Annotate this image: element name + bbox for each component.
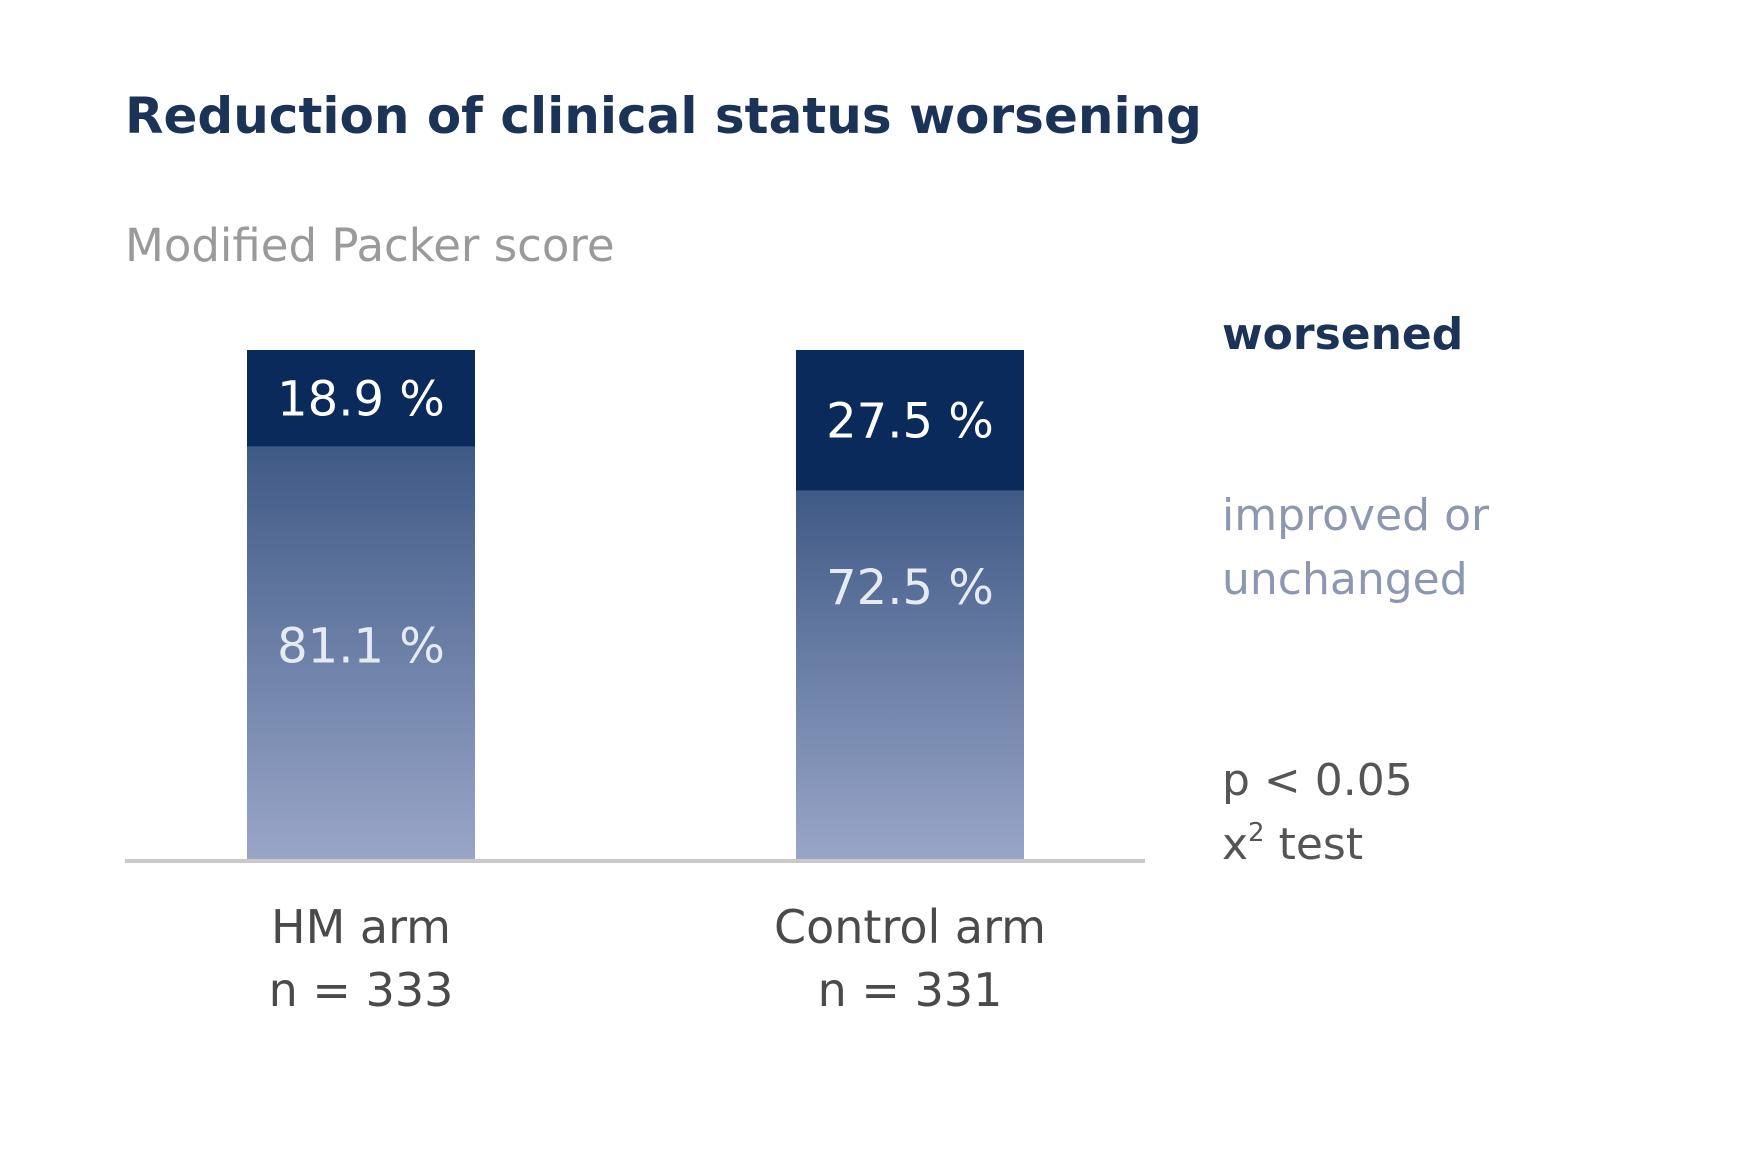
bar-worsened-1 [796,350,1024,491]
test-note: x2 test [1222,818,1363,870]
data-label-worsened-1: 27.5 % [826,393,994,449]
category-n-1: n = 331 [818,963,1003,1017]
chart-title: Reduction of clinical status worsening [125,87,1202,145]
category-n-0: n = 333 [269,963,454,1017]
data-label-improved-1: 72.5 % [826,560,994,616]
category-label-0: HM arm [271,900,451,954]
bar-improved-0 [247,446,475,861]
data-label-worsened-0: 18.9 % [277,371,445,427]
bars-group: 18.9 % 81.1 % HM arm n = 333 27.5 % 72.5 % Con… [247,350,1046,1017]
test-note-superscript: 2 [1248,818,1265,848]
legend-improved-line2: unchanged [1222,554,1468,605]
data-label-improved-0: 81.1 % [277,619,445,675]
test-note-rest: test [1265,819,1363,870]
test-note-x: x [1222,819,1248,870]
p-value-note: p < 0.05 [1222,755,1413,806]
bar-improved-1 [796,490,1024,861]
category-label-1: Control arm [774,900,1046,954]
legend-improved-line1: improved or [1222,490,1490,541]
legend-worsened: worsened [1222,309,1463,360]
bar-worsened-0 [247,350,475,447]
chart-subtitle: Modified Packer score [125,219,615,272]
